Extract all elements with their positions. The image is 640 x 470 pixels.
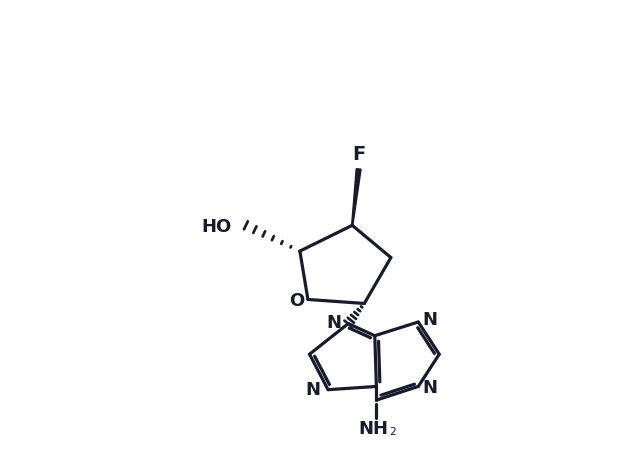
Text: NH: NH: [358, 420, 388, 438]
Text: F: F: [352, 145, 365, 164]
Text: N: N: [422, 379, 437, 397]
Text: N: N: [306, 382, 321, 400]
Polygon shape: [351, 169, 361, 226]
Text: N: N: [326, 314, 341, 332]
Text: HO: HO: [201, 218, 232, 236]
Text: N: N: [422, 312, 437, 329]
Text: $_2$: $_2$: [389, 423, 397, 438]
Text: O: O: [289, 292, 304, 310]
